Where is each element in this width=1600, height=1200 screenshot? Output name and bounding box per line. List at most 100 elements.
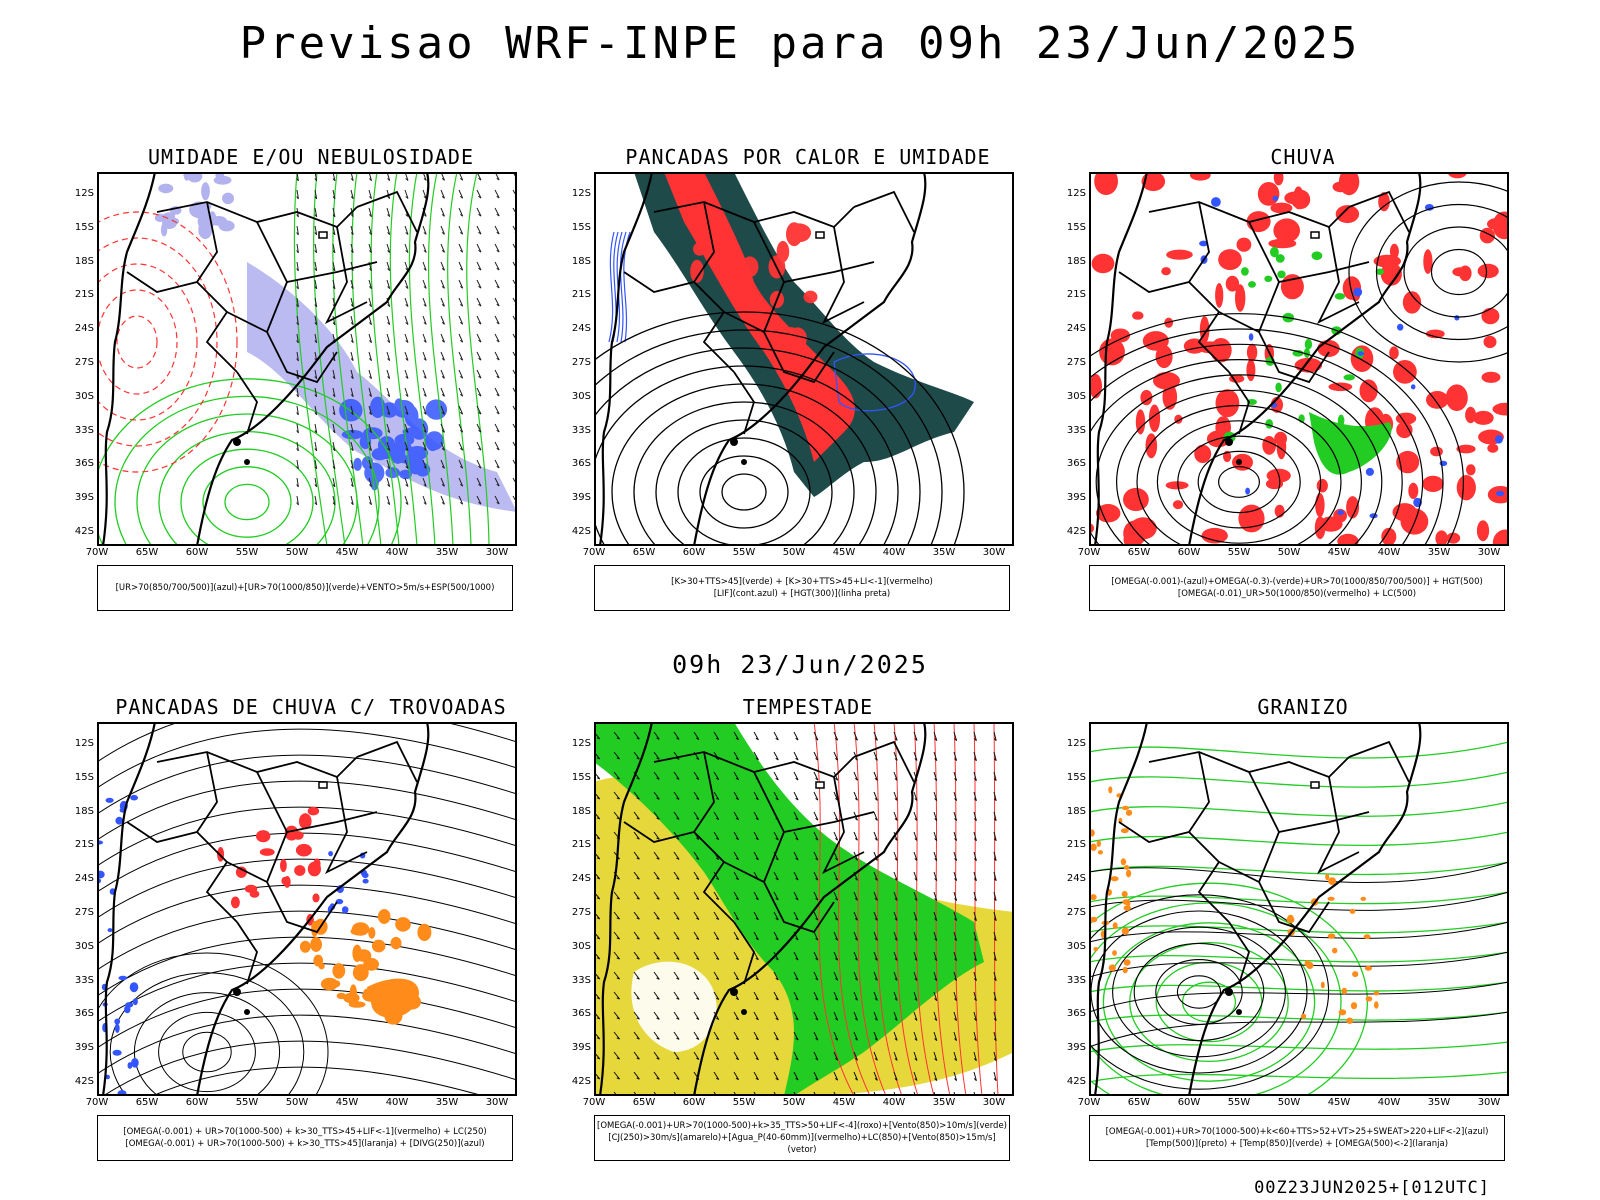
lat-tick-label: 24S (1066, 873, 1086, 885)
lat-tick-label: 33S (74, 424, 94, 436)
lon-tick-label: 70W (582, 547, 606, 558)
lat-tick-label: 27S (1066, 357, 1086, 368)
lat-tick-label: 18S (571, 255, 591, 267)
lon-tick-label: 70W (582, 1097, 606, 1108)
lat-tick-label: 27S (74, 907, 94, 918)
lon-tick-label: 65W (632, 547, 656, 558)
lat-tick-label: 42S (74, 1076, 94, 1087)
lon-tick-label: 35W (435, 547, 459, 558)
lat-tick-label: 12S (74, 188, 94, 199)
legend-line: [OMEGA(-0.001) + UR>70(1000-500) + k>30_… (125, 1139, 485, 1149)
panel-title: UMIDADE E/OU NEBULOSIDADE (147, 145, 475, 169)
lat-tick-label: 36S (571, 458, 591, 470)
map-plot (1089, 172, 1509, 546)
panel-legend: [OMEGA(-0.001)-(azul)+OMEGA(-0.3)-(verde… (1089, 565, 1505, 611)
lat-tick-label: 39S (571, 1042, 591, 1054)
lat-tick-label: 30S (1066, 390, 1086, 402)
lat-tick-label: 21S (1066, 289, 1086, 301)
lon-tick-label: 50W (1277, 1097, 1301, 1108)
panel-title: PANCADAS DE CHUVA C/ TROVOADAS (115, 695, 507, 719)
lon-tick-label: 55W (1227, 547, 1251, 558)
lon-tick-label: 50W (782, 1097, 806, 1108)
lon-tick-label: 30W (982, 1097, 1006, 1108)
run-label: 00Z23JUN2025+[012UTC] (1254, 1178, 1490, 1198)
lat-tick-label: 30S (571, 390, 591, 402)
lon-tick-label: 45W (1327, 547, 1351, 558)
lon-tick-label: 35W (932, 547, 956, 558)
legend-line: [OMEGA(-0.001) + UR>70(1000-500) + k>30_… (123, 1127, 487, 1137)
lon-tick-label: 30W (485, 547, 509, 558)
lat-tick-label: 36S (571, 1008, 591, 1020)
lat-tick-label: 15S (1066, 771, 1086, 783)
lon-tick-label: 55W (235, 547, 259, 558)
lat-tick-label: 39S (1066, 1042, 1086, 1054)
lat-tick-label: 21S (1066, 839, 1086, 851)
lon-tick-label: 45W (832, 547, 856, 558)
panel-title: CHUVA (1270, 145, 1336, 169)
lat-tick-label: 36S (74, 1008, 94, 1020)
lat-tick-label: 42S (74, 526, 94, 537)
lon-tick-label: 55W (235, 1097, 259, 1108)
panel-legend: [UR>70(850/700/500)](azul)+[UR>70(1000/8… (97, 565, 513, 611)
lat-tick-label: 15S (1066, 221, 1086, 233)
lon-tick-label: 45W (832, 1097, 856, 1108)
map-plot (1089, 722, 1509, 1096)
lon-tick-label: 70W (1077, 547, 1101, 558)
lon-tick-label: 40W (385, 1097, 409, 1108)
lon-tick-label: 30W (485, 1097, 509, 1108)
lat-tick-label: 39S (1066, 492, 1086, 504)
lon-tick-label: 65W (1127, 1097, 1151, 1108)
map-plot (594, 172, 1014, 546)
panel-umidade: UMIDADE E/OU NEBULOSIDADE 12S 15S 18S 21S 24S… (66, 145, 556, 625)
lon-tick-label: 30W (1477, 1097, 1501, 1108)
lat-tick-label: 12S (1066, 738, 1086, 749)
lon-tick-label: 40W (1377, 1097, 1401, 1108)
page-title: Previsao WRF-INPE para 09h 23/Jun/2025 (239, 18, 1361, 69)
legend-line: [CJ(250)>30m/s](amarelo)+[Agua_P(40-60mm… (608, 1133, 996, 1155)
lat-tick-label: 42S (571, 1076, 591, 1087)
lon-tick-label: 65W (135, 547, 159, 558)
lat-tick-label: 42S (571, 526, 591, 537)
lon-tick-label: 65W (632, 1097, 656, 1108)
lon-tick-label: 45W (335, 547, 359, 558)
lat-tick-label: 36S (1066, 1008, 1086, 1020)
lat-tick-label: 21S (74, 839, 94, 851)
lat-tick-label: 27S (1066, 907, 1086, 918)
lon-tick-label: 35W (1427, 547, 1451, 558)
legend-line: [K>30+TTS>45](verde) + [K>30+TTS>45+LI<-… (671, 577, 933, 587)
lon-tick-label: 50W (782, 547, 806, 558)
lon-tick-label: 55W (732, 1097, 756, 1108)
legend-line: [OMEGA(-0.001)+UR>70(1000-500)+k>35_TTS>… (597, 1121, 1007, 1131)
legend-line: [LIF](cont.azul) + [HGT(300)](linha pret… (713, 589, 891, 599)
panel-pancadas-calor: PANCADAS POR CALOR E UMIDADE 12S 15S 18S 21S… (563, 145, 1053, 625)
lon-tick-label: 55W (732, 547, 756, 558)
lat-tick-label: 27S (74, 357, 94, 368)
lon-tick-label: 35W (932, 1097, 956, 1108)
lat-tick-label: 33S (1066, 424, 1086, 436)
map-plot (97, 172, 517, 546)
lat-tick-label: 18S (571, 805, 591, 817)
legend-line: [OMEGA(-0.001)+UR>70(1000-500)+k<60+TTS>… (1105, 1127, 1489, 1137)
lat-tick-label: 21S (571, 289, 591, 301)
lon-tick-label: 50W (1277, 547, 1301, 558)
lat-tick-label: 21S (74, 289, 94, 301)
lon-tick-label: 30W (1477, 547, 1501, 558)
panel-legend: [OMEGA(-0.001)+UR>70(1000-500)+k>35_TTS>… (594, 1115, 1010, 1161)
panel-chuva: CHUVA 12S 15S 18S 21S 24S 27S 30S 33S 36S 39S 42S 70… (1058, 145, 1548, 625)
panel-legend: [OMEGA(-0.001)+UR>70(1000-500)+k<60+TTS>… (1089, 1115, 1505, 1161)
lat-tick-label: 24S (74, 323, 94, 335)
lat-tick-label: 39S (74, 1042, 94, 1054)
lon-tick-label: 65W (135, 1097, 159, 1108)
lat-tick-label: 18S (74, 255, 94, 267)
legend-line: [UR>70(850/700/500)](azul)+[UR>70(1000/8… (115, 583, 495, 593)
legend-line: [OMEGA(-0.01)_UR>50(1000/850)(vermelho) … (1177, 589, 1417, 599)
lon-tick-label: 45W (1327, 1097, 1351, 1108)
panel-granizo: GRANIZO 12S 15S 18S 21S 24S 27S 30S 33S 36S 39S 42S… (1058, 695, 1548, 1175)
lon-tick-label: 55W (1227, 1097, 1251, 1108)
lat-tick-label: 15S (74, 771, 94, 783)
lon-tick-label: 40W (882, 1097, 906, 1108)
lat-tick-label: 18S (74, 805, 94, 817)
lon-tick-label: 35W (1427, 1097, 1451, 1108)
lat-tick-label: 36S (1066, 458, 1086, 470)
panel-title: TEMPESTADE (742, 695, 874, 719)
